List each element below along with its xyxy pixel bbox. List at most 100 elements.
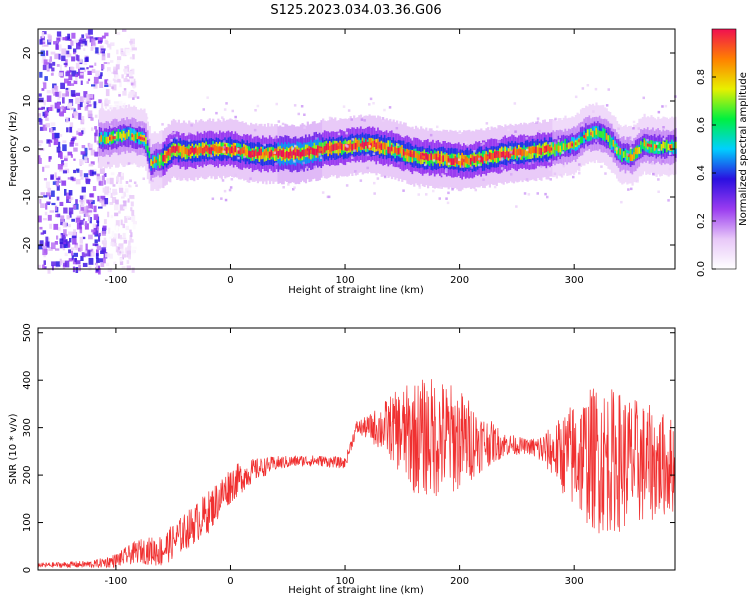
noise-cell (97, 37, 102, 44)
noise-cell (90, 149, 96, 156)
snr-y-ticks: 0 100 200 300 400 500 (22, 323, 675, 573)
noise-cell (132, 246, 137, 250)
noise-cell (45, 63, 49, 70)
band-cell (225, 147, 229, 154)
speckle-cell (263, 143, 266, 147)
band-cell (645, 141, 648, 148)
noise-cell (116, 180, 119, 184)
noise-cell (86, 205, 90, 213)
noise-cell (79, 72, 84, 76)
noise-cell (68, 99, 74, 106)
noise-cell (85, 178, 91, 185)
noise-cell (90, 47, 94, 51)
noise-cell (58, 141, 61, 148)
noise-cell (74, 242, 78, 248)
noise-cell (39, 240, 44, 247)
band-cell (536, 147, 540, 154)
speckle-cell (500, 158, 504, 162)
noise-cell (124, 216, 128, 223)
band-cell (277, 151, 280, 158)
speckle-cell (432, 189, 435, 193)
band-cell (258, 149, 261, 162)
speckle-cell (111, 86, 114, 89)
band-cell (595, 128, 598, 135)
noise-cell (73, 52, 76, 55)
noise-cell (131, 267, 135, 273)
noise-cell (110, 42, 115, 46)
speckle-cell (373, 192, 376, 195)
noise-cell (118, 100, 123, 104)
band-cell (315, 148, 318, 156)
noise-cell (122, 186, 127, 191)
noise-cell (45, 123, 50, 128)
noise-cell (78, 68, 81, 76)
colorbar-label: Normalized spectral amplitude (738, 72, 749, 226)
band-cell (289, 149, 292, 156)
noise-cell (116, 183, 120, 187)
noise-cell (43, 59, 48, 65)
noise-cell (124, 66, 128, 69)
peak-cell (512, 151, 516, 155)
band-cell (449, 158, 452, 165)
band-cell (610, 138, 613, 146)
speckle-cell (588, 122, 591, 126)
speckle-cell (632, 127, 635, 130)
speckle-cell (202, 108, 205, 111)
y-tick-label: 500 (22, 323, 33, 342)
noise-cell (110, 192, 113, 198)
peak-cell (306, 150, 310, 154)
noise-cell (94, 262, 98, 266)
band-cell (507, 151, 510, 159)
noise-cell (125, 215, 131, 218)
band-cell (174, 146, 177, 153)
y-tick-label: 200 (22, 466, 33, 485)
speckle-cell (446, 201, 450, 205)
speckle-cell (234, 173, 237, 177)
noise-cell (93, 205, 97, 213)
noise-cell (76, 169, 80, 173)
noise-cell (102, 225, 107, 231)
speckle-cell (510, 173, 513, 176)
noise-cell (42, 245, 47, 248)
noise-cell (71, 56, 76, 62)
band-cell (607, 135, 610, 142)
speckle-cell (570, 168, 573, 171)
band-cell (287, 151, 290, 159)
speckle-cell (383, 175, 387, 179)
band-cell (385, 143, 388, 150)
noise-cell (45, 192, 51, 197)
noise-cell (123, 239, 128, 244)
noise-cell (76, 42, 81, 50)
noise-cell (65, 71, 71, 77)
band-cell (294, 145, 297, 159)
band-cell (463, 158, 466, 166)
noise-cell (44, 211, 48, 216)
band-cell (614, 144, 617, 151)
speckle-cell (173, 131, 176, 135)
noise-cell (66, 215, 70, 220)
noise-cell (39, 226, 43, 230)
noise-cell (56, 196, 60, 201)
noise-cell (72, 238, 77, 245)
noise-cell (114, 204, 119, 211)
band-cell (103, 136, 107, 144)
speckle-cell (630, 187, 633, 191)
band-cell (231, 146, 234, 154)
speckle-cell (170, 132, 174, 136)
noise-cell (66, 127, 69, 133)
peak-cell (114, 135, 118, 139)
noise-cell (96, 258, 100, 263)
speckle-cell (417, 193, 420, 196)
noise-cell (129, 41, 133, 44)
speckle-cell (300, 105, 304, 108)
noise-cell (104, 98, 108, 104)
noise-cell (98, 74, 102, 79)
peak-cell (320, 147, 324, 151)
speckle-cell (107, 161, 110, 165)
band-cell (335, 143, 339, 150)
peak-cell (574, 142, 578, 146)
noise-cell (128, 240, 131, 245)
x-tick-label: 100 (335, 275, 354, 286)
noise-cell (85, 249, 91, 257)
noise-cell (91, 229, 96, 233)
